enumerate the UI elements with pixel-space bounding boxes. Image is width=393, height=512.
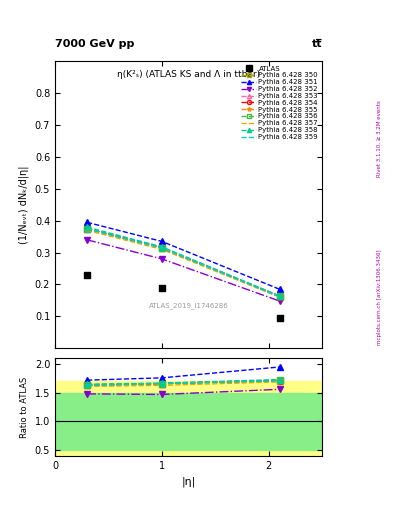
Bar xyxy=(55,381,322,461)
Point xyxy=(276,314,283,322)
Point xyxy=(159,284,165,292)
Text: tt̅: tt̅ xyxy=(312,38,322,49)
X-axis label: |η|: |η| xyxy=(182,476,196,486)
Y-axis label: (1/Nₑᵥₜ) dNₖ/d|η|: (1/Nₑᵥₜ) dNₖ/d|η| xyxy=(19,165,29,244)
Text: mcplots.cern.ch [arXiv:1306.3436]: mcplots.cern.ch [arXiv:1306.3436] xyxy=(377,249,382,345)
Text: 7000 GeV pp: 7000 GeV pp xyxy=(55,38,134,49)
Text: ATLAS_2019_I1746286: ATLAS_2019_I1746286 xyxy=(149,302,228,309)
Legend: ATLAS, Pythia 6.428 350, Pythia 6.428 351, Pythia 6.428 352, Pythia 6.428 353, P: ATLAS, Pythia 6.428 350, Pythia 6.428 35… xyxy=(238,63,321,143)
Bar xyxy=(55,393,322,450)
Text: Rivet 3.1.10, ≥ 3.2M events: Rivet 3.1.10, ≥ 3.2M events xyxy=(377,100,382,177)
Text: η(K²ₛ) (ATLAS KS and Λ in ttbar): η(K²ₛ) (ATLAS KS and Λ in ttbar) xyxy=(117,70,260,79)
Point xyxy=(84,271,90,279)
Y-axis label: Ratio to ATLAS: Ratio to ATLAS xyxy=(20,376,29,438)
